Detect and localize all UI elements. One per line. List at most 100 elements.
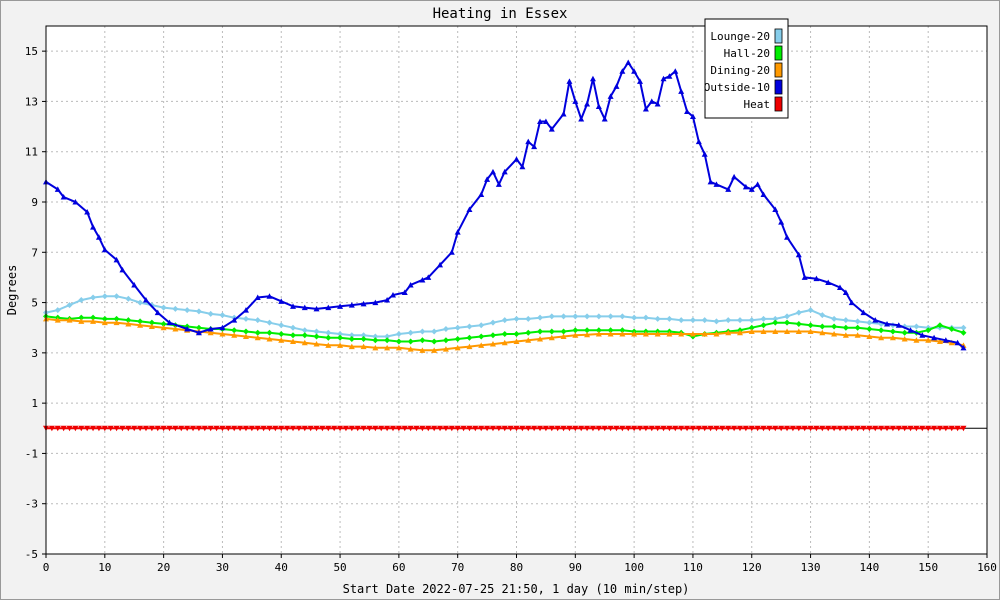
data-point [372,425,379,432]
data-point [842,425,849,432]
data-point [736,425,743,432]
y-tick-label: -1 [25,447,38,460]
data-point [695,425,702,432]
data-point [654,100,661,107]
data-point [195,324,202,331]
data-point [478,333,485,340]
series-heat [43,425,967,432]
data-point [513,338,520,345]
data-point [431,347,438,353]
data-point [719,425,726,432]
data-point [537,328,544,335]
data-point [625,59,632,65]
data-point [360,332,367,339]
data-point [542,425,549,432]
data-point [625,425,632,432]
data-point [695,138,702,145]
data-point [884,425,891,432]
data-point [760,425,767,432]
data-point [501,425,508,432]
data-point [290,332,297,339]
data-point [101,293,108,300]
data-point [466,206,473,213]
data-point [842,289,849,296]
data-point [836,425,843,432]
data-point [648,98,655,104]
data-point [278,331,285,337]
data-point [789,425,796,432]
data-point [501,339,508,346]
data-point [631,425,638,432]
data-point [572,98,579,104]
y-axis-label: Degrees [5,265,19,316]
data-point [119,425,126,432]
data-point [701,317,708,324]
data-point [525,337,532,343]
data-point [813,275,820,282]
data-point [295,425,302,432]
data-point [301,425,308,432]
data-point [84,209,91,215]
data-point [784,328,791,334]
data-point [678,331,685,337]
data-point [678,425,685,432]
data-point [448,249,455,255]
data-point [537,336,544,342]
data-point [854,332,861,338]
data-point [337,331,344,337]
data-point [619,327,626,334]
data-point [895,425,902,432]
data-point [701,425,708,432]
y-tick-label: 15 [25,45,38,58]
legend-swatch [774,45,783,61]
data-point [90,294,97,301]
data-point [848,425,855,432]
data-point [184,425,191,432]
data-point [290,303,297,309]
data-point [919,425,926,432]
series-outside-10 [43,59,967,351]
data-point [219,331,226,337]
legend-swatch [774,62,783,78]
data-point [513,315,520,322]
data-point [178,425,185,432]
data-point [519,163,526,170]
y-tick-label: 1 [31,397,38,410]
data-point [654,315,661,322]
data-point [48,425,55,432]
data-point [160,425,167,432]
data-point [684,425,691,432]
data-point [66,425,73,432]
data-point [54,425,61,432]
data-point [919,332,926,338]
data-point [207,329,214,336]
data-point [584,313,591,320]
data-point [90,318,97,324]
data-point [831,331,838,337]
data-point [954,425,961,432]
data-point [619,68,626,74]
x-tick-label: 150 [918,561,938,574]
data-point [684,108,691,114]
x-tick-label: 130 [801,561,821,574]
data-point [419,425,426,432]
data-point [290,324,297,331]
data-point [595,327,602,334]
data-point [325,329,332,336]
data-point [513,156,520,162]
data-point [237,425,244,432]
legend-label: Outside-10 [704,81,770,94]
data-point [689,317,696,324]
data-point [172,325,179,332]
data-point [578,425,585,432]
data-point [419,347,426,353]
data-point [66,317,73,323]
data-point [95,234,102,240]
data-point [601,116,608,122]
data-point [372,299,379,306]
data-point [313,425,320,432]
data-point [531,425,538,432]
data-point [54,186,61,192]
data-point [572,332,579,338]
